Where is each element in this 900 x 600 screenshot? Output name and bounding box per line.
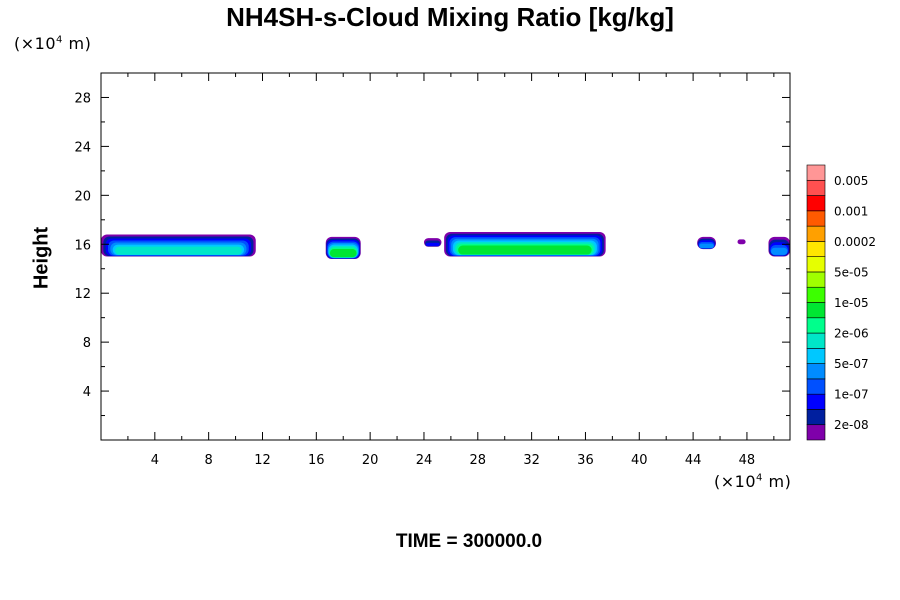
x-tick-label: 28 [470,453,487,468]
x-tick-label: 48 [739,453,756,468]
cloud-contour-band [458,245,592,255]
cloud-layer [101,234,256,257]
y-tick-label: 8 [83,336,91,351]
cloud-contour-band [115,246,242,255]
colorbar-label: 2e-08 [834,418,869,432]
cloud-layer [768,236,790,257]
colorbar-swatch [806,271,826,288]
colorbar-label: 0.001 [834,204,868,218]
colorbar-swatch [806,286,826,303]
colorbar-swatch [806,348,826,364]
y-axis-unit: (×104 m) [14,34,92,53]
chart-title: NH4SH-s-Cloud Mixing Ratio [kg/kg] [226,2,674,32]
y-tick-label: 24 [74,140,91,155]
cloud-layer [423,238,442,247]
y-tick-label: 28 [74,91,91,106]
cloud-contour-band [699,243,714,249]
cloud-layer [325,236,361,259]
y-tick-label: 12 [74,287,91,302]
colorbar-swatch [806,409,826,426]
y-tick-label: 16 [74,238,91,253]
colorbar-label: 0.005 [834,174,868,188]
cloud-layers [101,232,790,259]
x-tick-label: 44 [685,453,702,468]
colorbar-label: 5e-05 [834,265,869,279]
cloud-layer [737,239,746,245]
colorbar-swatch [806,210,826,227]
colorbar-swatch [806,424,826,441]
cloud-contour-band [426,242,440,247]
cloud-contour-band [737,239,746,245]
colorbar-swatch [806,195,826,212]
colorbar-swatch [806,256,826,273]
cloud-contour-band [329,249,357,258]
x-tick-label: 12 [254,453,271,468]
colorbar-swatch [806,317,826,334]
x-tick-label: 32 [523,453,540,468]
cloud-layer [697,236,716,250]
cloud-layer [444,232,606,257]
colorbar-swatch [806,393,826,410]
colorbar-swatch [806,164,826,181]
colorbar-swatch [806,332,826,349]
x-tick-label: 24 [416,453,433,468]
y-tick-label: 4 [83,385,91,400]
cloud-contour-band [771,247,788,255]
time-label: TIME = 300000.0 [395,531,543,552]
x-tick-label: 20 [362,453,379,468]
plot-frame [100,72,791,441]
x-axis-unit: (×104 m) [714,472,792,491]
colorbar-label: 5e-07 [834,357,869,371]
colorbar-swatch [806,179,826,196]
colorbar-label: 0.0002 [834,235,876,249]
colorbar: 2e-08 1e-07 5e-07 2e-06 1e-05 5e-05 0.0002 0.00… [806,164,876,441]
x-tick-label: 16 [308,453,325,468]
colorbar-swatch [806,241,826,257]
colorbar-label: 2e-06 [834,327,869,341]
colorbar-swatch [806,363,826,380]
colorbar-label: 1e-05 [834,296,869,310]
x-tick-label: 40 [631,453,648,468]
colorbar-swatch [806,302,826,319]
y-tick-label: 20 [74,189,91,204]
colorbar-label: 1e-07 [834,388,869,402]
x-tick-label: 36 [577,453,594,468]
colorbar-swatch [806,378,826,395]
x-tick-label: 8 [205,453,213,468]
colorbar-swatch [806,225,826,242]
x-tick-label: 4 [151,453,159,468]
